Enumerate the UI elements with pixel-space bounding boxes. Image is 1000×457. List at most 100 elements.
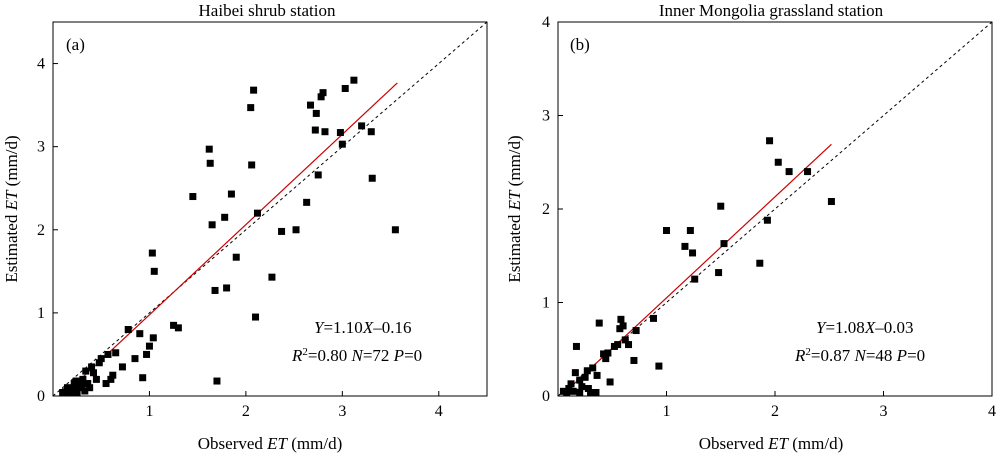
panel-b-data-point [600,350,608,358]
panel-a-data-point [307,101,315,109]
panel-b-data-point [804,168,812,176]
panel-b-y-tick-label: 1 [542,295,550,312]
panel-b-data-point [655,362,663,370]
panel-a-stats: R2=0.80 N=72 P=0 [291,346,422,365]
panel-b-y-tick-label: 3 [542,108,550,125]
panel-b-data-point [686,227,694,235]
panel-b-data-point [581,373,589,381]
panel-b-data-point [720,240,728,248]
panel-a-data-point [97,355,105,363]
panel-b-data-point [587,389,595,396]
panel-b-data-point [827,198,835,206]
panel-b-data-point [663,227,670,235]
panel-a-data-point [221,213,229,221]
panel-a-x-ticks: 1 2 3 4 [145,391,443,420]
panel-a-plot-frame [52,21,488,397]
panel-a-y-tick-label: 2 [37,222,45,239]
panel-b-data-point [621,336,629,344]
panel-b-data-point [717,202,725,210]
panel-a-data-point [367,128,375,136]
panel-a-data-point [81,387,89,395]
panel-a-data-point [248,161,256,169]
panel-a-data-point [170,321,178,329]
panel-b-data-point [632,327,640,335]
panel-a-data-point [104,350,112,358]
panel-a-data-point [252,313,260,321]
panel-a-data-point [82,367,90,375]
panel-b-data-point [583,367,591,375]
panel-a-data-point [206,159,214,167]
panel-a-data-point [247,104,255,112]
panel-a-data-point [312,109,320,117]
panel-b-data-point [572,342,580,350]
panel-b-x-tick-label: 1 [663,403,671,420]
panel-a-y-tick-label: 3 [37,139,45,156]
panel-a-data-point [268,273,276,281]
panel-b-data-point [606,378,614,386]
panel-a-y-ticks: 0 1 2 3 4 [37,56,58,405]
panel-a-data-point [368,174,376,182]
panel-b-data-point [630,356,638,364]
panel-a-one-to-one-line [52,21,488,397]
panel-a-data-point [391,226,399,234]
panel-a-data-point [145,342,153,350]
panel-a-data-point [92,375,100,383]
panel-b-y-ticks: 0 1 2 3 4 [542,14,563,405]
panel-b-data-point [617,315,625,323]
panel-a-x-tick-label: 2 [242,403,250,420]
panel-b-data-point [625,341,633,349]
panel-b-title: Inner Mongolia grassland station [659,1,884,20]
panel-b-data-point [576,376,584,384]
panel-b-stats: R2=0.87 N=48 P=0 [794,346,925,365]
panel-b-data-point [756,259,764,267]
panel-a-data-point [118,363,126,371]
panel-b-data-point [619,322,627,330]
panel-a-data-point [208,221,216,229]
panel-b-data-point [595,319,603,327]
panel-a-data-point [143,350,151,358]
panel-a-data-point [350,76,358,84]
panel-a-data-point [223,284,231,292]
panel-b-equation: Y=1.08X–0.03 [816,318,913,337]
panel-b-data-point [584,385,592,393]
panel-a-data-point [72,377,80,385]
panel-b-scatter: Inner Mongolia grassland station 1 2 3 4 0 1… [505,1,996,453]
panel-a-data-point [358,122,366,130]
panel-a-data-point [131,355,139,363]
panel-b-data-point [681,242,689,250]
panel-a-data-point [78,382,86,390]
panel-a-label: (a) [66,35,85,54]
panel-a-data-point [148,249,156,257]
panel-a-data-point [124,326,132,334]
panel-b-data-point [785,168,793,176]
panel-a-x-tick-label: 1 [145,403,153,420]
panel-a-data-point [86,384,94,392]
panel-a-equation: Y=1.10X–0.16 [314,318,411,337]
panel-a-data-point [232,253,240,261]
panel-a-data-point [317,93,325,101]
panel-b-data-point [567,380,575,388]
panel-a-data-point [136,330,144,338]
panel-a-data-point [303,198,311,206]
panel-b-data-point [593,371,601,379]
panel-b-x-axis-label: Observed ET (mm/d) [699,434,844,453]
panel-a-scatter: Haibei shrub station 1 2 3 4 0 1 2 3 4 (a) Y=1.… [2,1,488,453]
panel-a-y-tick-label: 1 [37,305,45,322]
panel-a-data-point [189,193,197,201]
panel-a-data-point [84,380,92,388]
panel-b-y-axis-label: Estimated ET (mm/d) [505,135,524,282]
panel-a-x-axis-label: Observed ET (mm/d) [198,434,343,453]
panel-b-data-point [689,249,697,257]
panel-a-data-point [95,359,103,367]
panel-a-data-point [292,226,300,234]
panel-b-data-point [766,137,774,145]
panel-b-data-point [763,216,771,224]
panel-a-data-point [311,126,319,134]
panel-a-data-point [213,377,221,385]
panel-b-data-point [578,383,586,391]
panel-a-data-point [139,374,147,382]
panel-a-title: Haibei shrub station [199,1,336,20]
panel-a-data-point [250,86,258,94]
panel-a-data-point [211,286,219,294]
